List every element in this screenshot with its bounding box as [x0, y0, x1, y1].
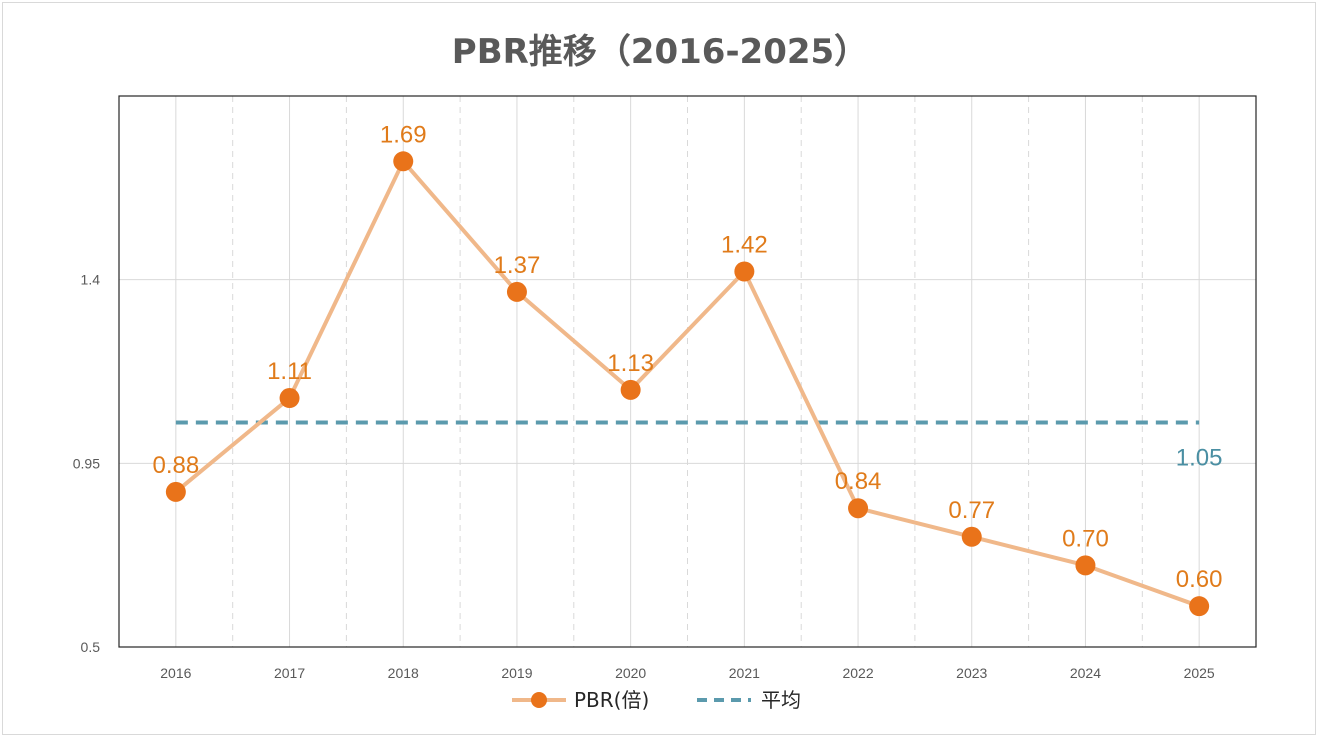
x-tick-label: 2019 [501, 665, 532, 681]
plot-area-border [118, 95, 1257, 648]
pbr-data-point[interactable] [1189, 596, 1210, 617]
pbr-series-line [174, 159, 1200, 609]
average-data-label: 1.05 [1176, 445, 1223, 472]
y-tick-label: 0.5 [81, 639, 101, 655]
y-tick-label: 1.4 [81, 272, 101, 288]
pbr-data-point[interactable] [165, 481, 186, 502]
y-tick-label: 0.95 [73, 455, 100, 471]
x-tick-label: 2016 [160, 665, 191, 681]
pbr-data-point[interactable] [961, 526, 982, 547]
legend-average-label: 平均 [761, 688, 801, 712]
x-tick-label: 2022 [842, 665, 873, 681]
pbr-data-label: 1.42 [721, 232, 768, 259]
pbr-data-label: 1.37 [494, 252, 541, 279]
pbr-data-point[interactable] [734, 261, 755, 282]
pbr-data-point[interactable] [1075, 555, 1096, 576]
pbr-data-point[interactable] [279, 388, 300, 409]
pbr-data-label: 0.84 [835, 468, 882, 495]
legend-pbr-marker-swatch [531, 692, 547, 708]
pbr-data-label: 1.13 [607, 350, 654, 377]
pbr-data-label: 0.70 [1062, 525, 1109, 552]
pbr-data-point[interactable] [393, 151, 414, 172]
x-tick-label: 2017 [274, 665, 305, 681]
pbr-data-label: 0.88 [152, 452, 199, 479]
x-tick-label: 2025 [1184, 665, 1215, 681]
x-tick-label: 2018 [388, 665, 419, 681]
pbr-data-label: 0.60 [1176, 566, 1223, 593]
pbr-data-point[interactable] [620, 379, 641, 400]
pbr-data-point[interactable] [848, 498, 869, 519]
pbr-data-label: 1.69 [380, 121, 427, 148]
pbr-data-point[interactable] [506, 281, 527, 302]
chart-title: PBR推移（2016-2025） [451, 32, 869, 72]
x-tick-label: 2023 [956, 665, 987, 681]
pbr-data-label: 0.77 [948, 497, 995, 524]
x-tick-label: 2024 [1070, 665, 1101, 681]
pbr-data-label: 1.11 [267, 358, 312, 385]
legend-pbr-label: PBR(倍) [574, 688, 649, 712]
x-tick-label: 2021 [729, 665, 760, 681]
x-tick-label: 2020 [615, 665, 646, 681]
